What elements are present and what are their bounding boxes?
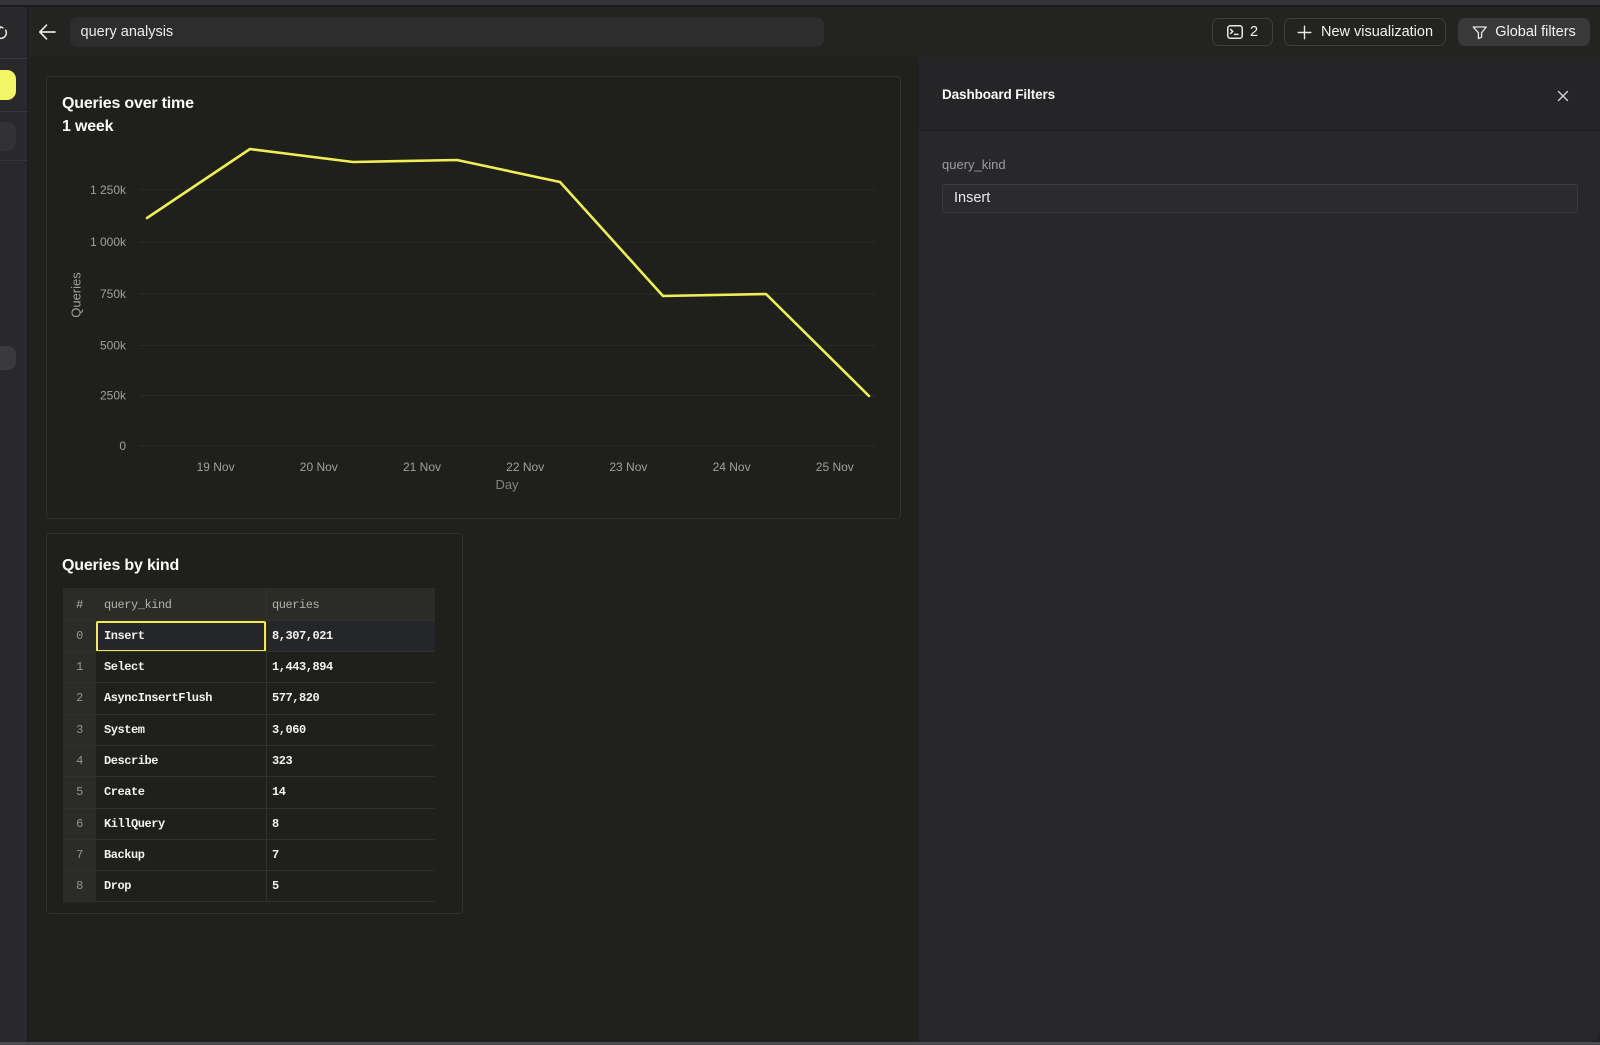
svg-text:250k: 250k bbox=[100, 389, 127, 403]
svg-text:750k: 750k bbox=[100, 287, 127, 301]
svg-text:19 Nov: 19 Nov bbox=[197, 460, 235, 474]
svg-text:1 000k: 1 000k bbox=[90, 235, 127, 249]
svg-text:21 Nov: 21 Nov bbox=[403, 460, 441, 474]
svg-text:Queries: Queries bbox=[69, 272, 84, 318]
svg-text:500k: 500k bbox=[100, 339, 127, 353]
svg-text:Day: Day bbox=[495, 477, 519, 492]
svg-text:0: 0 bbox=[119, 439, 126, 453]
svg-text:23 Nov: 23 Nov bbox=[609, 460, 647, 474]
svg-text:25 Nov: 25 Nov bbox=[816, 460, 854, 474]
svg-text:24 Nov: 24 Nov bbox=[713, 460, 751, 474]
svg-text:20 Nov: 20 Nov bbox=[300, 460, 338, 474]
svg-text:22 Nov: 22 Nov bbox=[506, 460, 544, 474]
svg-text:1 250k: 1 250k bbox=[90, 183, 127, 197]
